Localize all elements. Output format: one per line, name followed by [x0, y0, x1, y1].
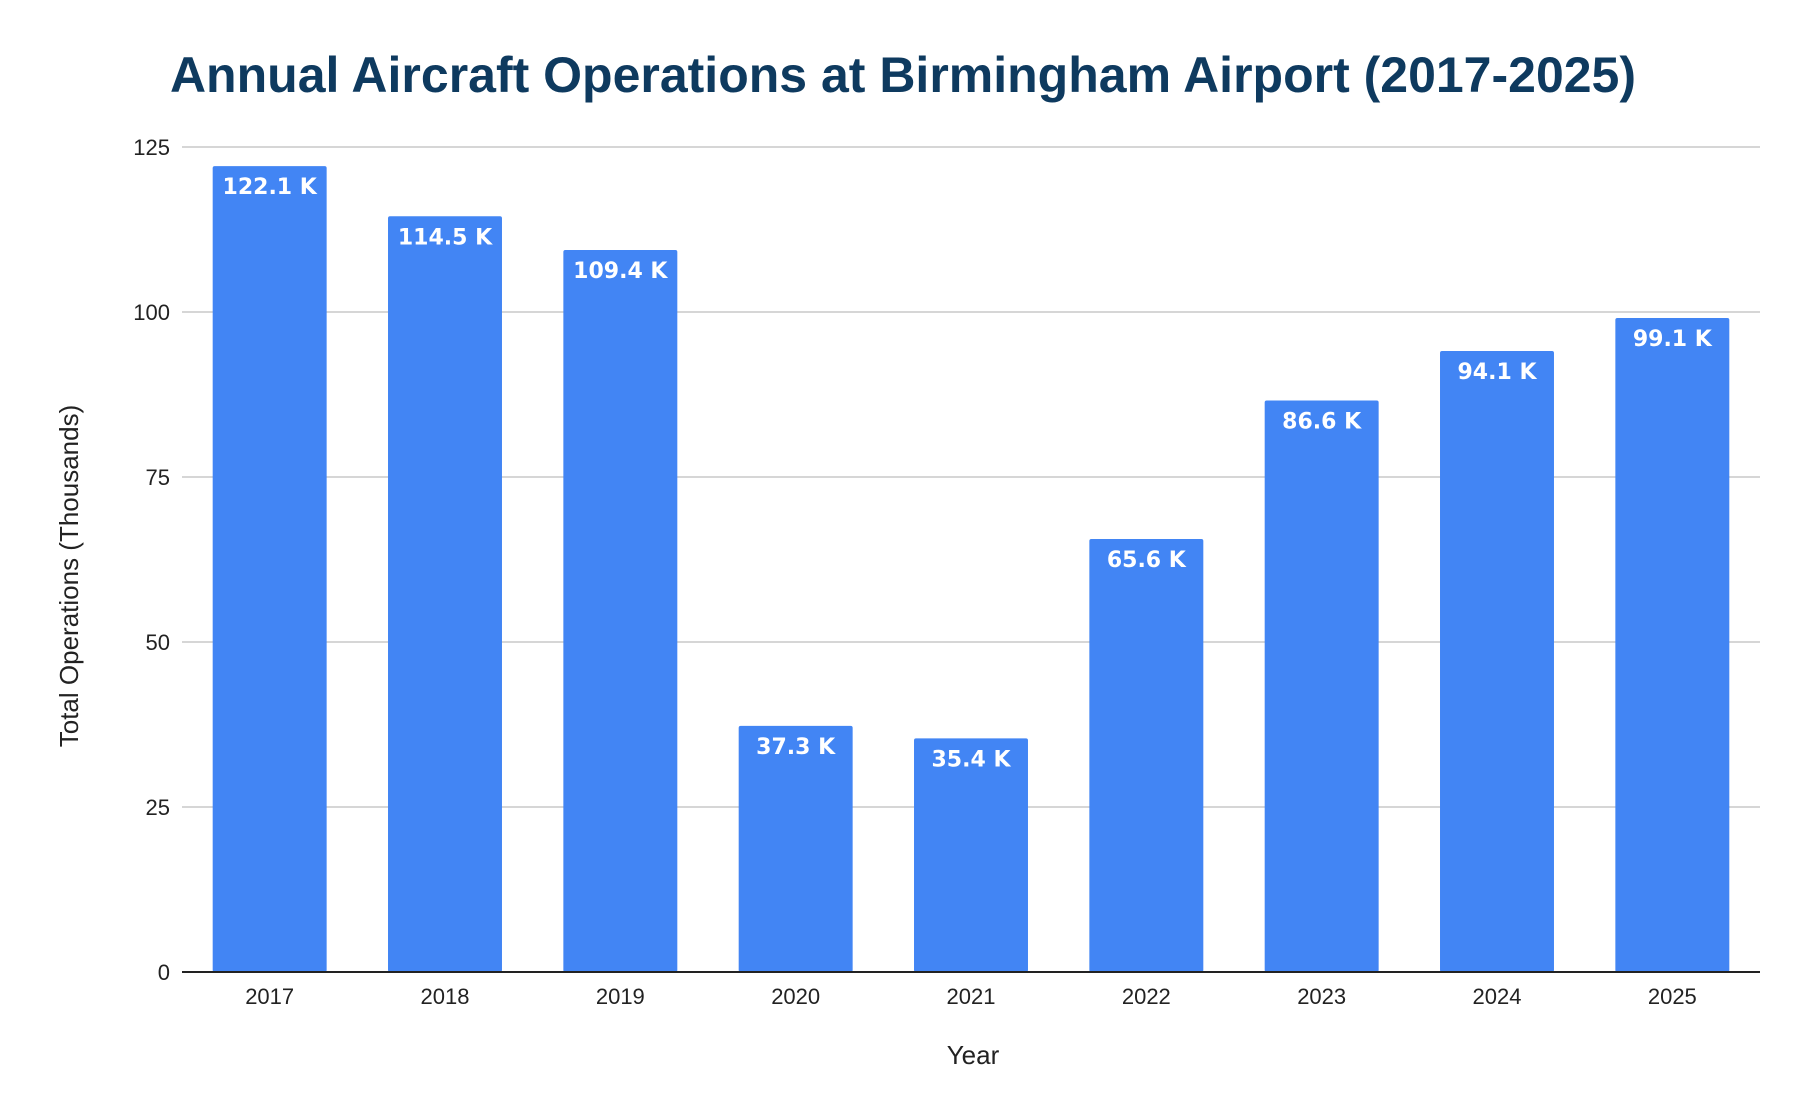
- bar-2023: [1264, 400, 1379, 972]
- y-tick-label: 50: [146, 630, 170, 655]
- x-axis-ticks: 2017 2018 2019 2020 2021 2022 2023 2024 2025: [245, 984, 1697, 1009]
- x-tick-label: 2023: [1297, 984, 1346, 1009]
- bar-2025: [1615, 317, 1730, 972]
- chart-title: Annual Aircraft Operations at Birmingham…: [170, 47, 1636, 103]
- x-axis-title: Year: [947, 1040, 1000, 1070]
- x-tick-label: 2018: [421, 984, 470, 1009]
- y-axis-title: Total Operations (Thousands): [54, 405, 84, 748]
- bar-2022: [1089, 539, 1204, 972]
- data-label-2025: 99.1 K: [1633, 327, 1713, 352]
- data-label-2018: 114.5 K: [398, 225, 493, 250]
- bar-2024: [1440, 350, 1554, 972]
- data-label-2020: 37.3 K: [756, 735, 836, 760]
- data-label-2019: 109.4 K: [573, 259, 668, 284]
- y-tick-label: 75: [146, 465, 170, 490]
- data-label-2017: 122.1 K: [223, 175, 318, 200]
- data-label-2022: 65.6 K: [1107, 548, 1187, 573]
- x-tick-label: 2024: [1473, 984, 1522, 1009]
- bar-2018: [388, 216, 502, 973]
- data-label-2021: 35.4 K: [932, 747, 1012, 772]
- y-tick-label: 125: [133, 135, 170, 160]
- bar-2021: [914, 738, 1028, 972]
- bar-2020: [738, 725, 853, 972]
- y-tick-label: 25: [146, 795, 170, 820]
- x-tick-label: 2022: [1122, 984, 1171, 1009]
- x-tick-label: 2021: [947, 984, 996, 1009]
- x-tick-label: 2025: [1648, 984, 1697, 1009]
- data-labels: 122.1 K 114.5 K 109.4 K 37.3 K 35.4 K 65.6 K 8…: [223, 175, 1713, 772]
- data-label-2023: 86.6 K: [1282, 409, 1362, 434]
- x-tick-label: 2020: [771, 984, 820, 1009]
- y-axis-ticks: 0 25 50 75 100 125: [133, 135, 170, 985]
- bars: [212, 166, 1730, 973]
- x-tick-label: 2019: [596, 984, 645, 1009]
- y-tick-label: 100: [133, 300, 170, 325]
- data-label-2024: 94.1 K: [1458, 360, 1538, 385]
- x-tick-label: 2017: [245, 984, 294, 1009]
- y-tick-label: 0: [158, 960, 170, 985]
- bar-2017: [212, 166, 327, 972]
- bar-2019: [563, 249, 678, 972]
